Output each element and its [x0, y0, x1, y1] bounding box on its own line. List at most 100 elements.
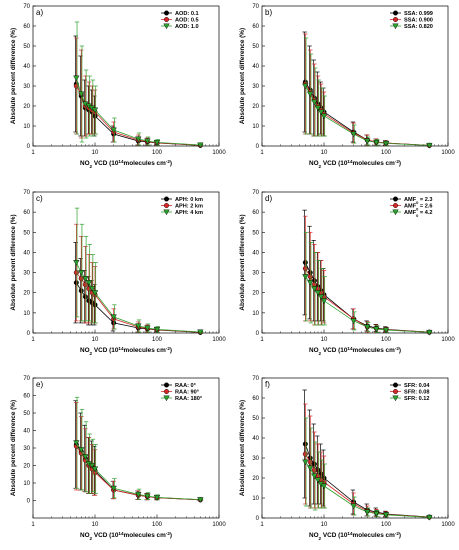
- y-tick-label: 10: [23, 124, 30, 130]
- legend-marker: [393, 196, 399, 202]
- legend-label: AMF0 = 2.6: [404, 204, 433, 212]
- data-point: [307, 91, 314, 98]
- y-tick-label: 20: [23, 464, 30, 470]
- x-axis-label-part: molecules cm: [124, 532, 167, 539]
- panel-label: a): [36, 8, 43, 17]
- data-point: [373, 326, 380, 333]
- data-point: [426, 514, 433, 521]
- y-tick-label: 30: [23, 446, 30, 452]
- x-axis-label-part: VCD (10: [321, 160, 348, 167]
- data-point: [82, 454, 89, 460]
- plot-frame: [261, 191, 449, 334]
- x-axis-label-part: NO: [309, 160, 319, 167]
- data-point: [318, 294, 325, 300]
- panel-e: e) 0 10 20 30 40 50 60 70 1 10 100 1000 NO2 VCD (1014…: [10, 376, 226, 541]
- data-point: [78, 91, 85, 98]
- y-tick-label: 60: [23, 210, 30, 216]
- y-tick-label: 0: [256, 144, 260, 150]
- data-point: [320, 113, 328, 120]
- y-tick-label: 70: [23, 190, 30, 196]
- legend-marker: [393, 10, 399, 16]
- data-point: [197, 497, 204, 503]
- x-axis-label: NO2 VCD (1014molecules cm-2): [80, 346, 172, 356]
- series-2: [302, 417, 433, 521]
- legend-label: RAA: 180°: [175, 396, 202, 402]
- data-point: [311, 473, 318, 480]
- x-tick-label: 1000: [212, 337, 226, 343]
- x-axis-label-part: molecules cm: [353, 532, 396, 539]
- data-point: [82, 276, 89, 282]
- y-tick-label: 40: [252, 436, 259, 442]
- data-point: [373, 511, 380, 517]
- data-point: [364, 138, 371, 145]
- legend-label: AOD: 1.0: [175, 24, 199, 30]
- x-axis-label-part: 2: [90, 164, 93, 169]
- x-axis-label-part: 2: [319, 536, 322, 541]
- x-tick-label: 10: [92, 150, 99, 156]
- data-point: [307, 280, 314, 286]
- y-tick-label: 50: [252, 44, 259, 50]
- data-point: [91, 466, 99, 473]
- data-point: [373, 139, 380, 146]
- legend-label: AMF0 = 4.2: [404, 210, 433, 218]
- x-axis-label-part: -2: [395, 346, 400, 351]
- data-point: [307, 274, 313, 280]
- y-tick-label: 0: [256, 331, 260, 337]
- x-axis-label-part: -2: [166, 531, 171, 536]
- x-axis-label-part: VCD (10: [321, 532, 348, 539]
- data-point: [302, 451, 308, 457]
- y-tick-label: 50: [252, 416, 259, 422]
- data-point: [91, 290, 99, 296]
- y-axis-label: Absolute percent difference (%): [10, 214, 17, 310]
- x-axis-label-part: 2: [90, 351, 93, 356]
- data-point: [144, 138, 151, 145]
- series-1: [73, 37, 203, 148]
- x-axis-label-part: 14: [118, 346, 124, 351]
- x-axis-label-part: molecules cm: [353, 347, 396, 354]
- y-tick-label: 10: [252, 124, 259, 130]
- y-tick-label: 60: [23, 24, 30, 30]
- data-point: [73, 260, 80, 266]
- legend-marker: [163, 10, 169, 16]
- y-tick-label: 10: [252, 496, 259, 502]
- panel-label: c): [36, 194, 43, 203]
- series-2: [302, 37, 433, 149]
- data-point: [73, 75, 80, 82]
- legend-marker: [393, 202, 399, 208]
- x-axis-label-part: NO: [309, 347, 319, 354]
- y-tick-label: 40: [23, 64, 30, 70]
- x-axis-label-part: 2: [319, 164, 322, 169]
- data-point: [78, 276, 84, 282]
- data-point: [320, 483, 328, 490]
- data-point: [78, 447, 85, 453]
- data-point: [350, 318, 357, 325]
- data-point: [350, 503, 357, 510]
- x-axis-label-part: molecules cm: [353, 160, 396, 167]
- series-2: [302, 231, 433, 336]
- x-axis-label-part: VCD (10: [92, 160, 119, 167]
- y-tick-label: 20: [252, 476, 259, 482]
- y-tick-label: 10: [252, 311, 259, 317]
- data-point: [307, 465, 314, 472]
- y-tick-label: 50: [252, 230, 259, 236]
- x-axis-label-part: VCD (10: [92, 532, 119, 539]
- data-point: [364, 509, 371, 516]
- x-tick-label: 10: [321, 337, 328, 343]
- panel-label: b): [265, 8, 272, 17]
- data-point: [302, 459, 309, 466]
- legend-marker: [163, 209, 170, 216]
- y-tick-label: 20: [23, 104, 30, 110]
- legend-label-part: = 2.6: [418, 204, 432, 210]
- x-tick-label: 1000: [212, 522, 226, 528]
- legend-marker: [163, 382, 169, 388]
- y-tick-label: 0: [27, 331, 31, 337]
- y-tick-label: 70: [252, 4, 259, 10]
- y-tick-label: 20: [252, 291, 259, 297]
- legend-marker: [163, 196, 169, 202]
- y-tick-label: 10: [23, 311, 30, 317]
- x-tick-label: 100: [381, 522, 392, 528]
- legend-label-part: AMF: [404, 197, 417, 203]
- data-point: [153, 494, 161, 501]
- y-tick-label: 40: [252, 250, 259, 256]
- y-tick-label: 0: [256, 516, 260, 522]
